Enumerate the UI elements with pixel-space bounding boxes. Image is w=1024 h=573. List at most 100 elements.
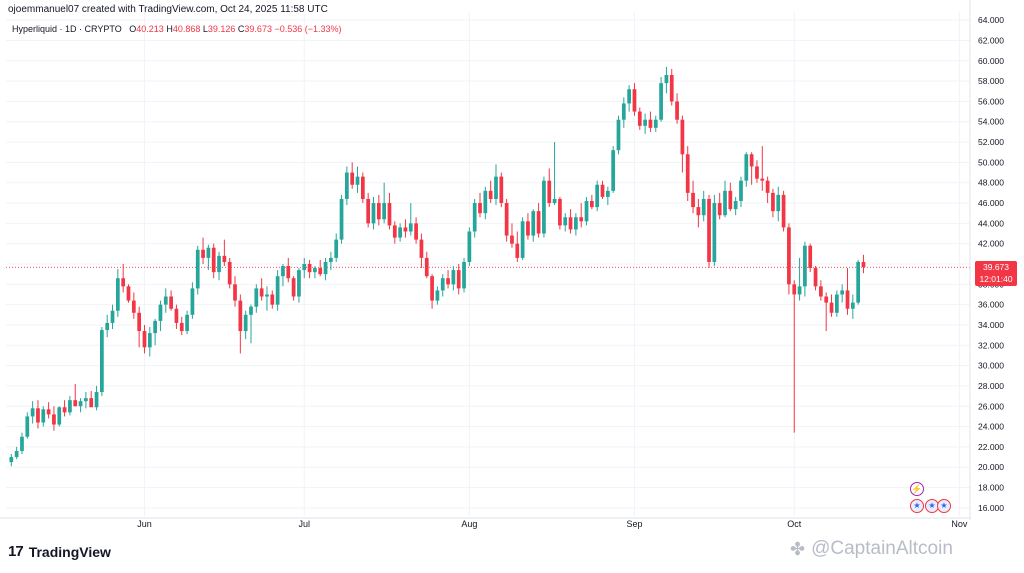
candle[interactable] — [105, 314, 110, 338]
candle[interactable] — [36, 400, 40, 429]
candle[interactable] — [797, 257, 802, 301]
candle[interactable] — [520, 217, 525, 260]
candle[interactable] — [680, 115, 685, 173]
candle[interactable] — [834, 290, 839, 317]
candle[interactable] — [73, 383, 78, 407]
candle[interactable] — [579, 203, 584, 228]
price-axis[interactable]: 16.000 18.000 20.000 22.000 24.000 26.000 28.0… — [969, 0, 1004, 520]
candle[interactable] — [217, 251, 221, 281]
candle[interactable] — [163, 288, 168, 313]
symbol-title[interactable]: Hyperliquid · 1D · CRYPTO — [12, 24, 122, 34]
candle[interactable] — [611, 146, 616, 193]
candle[interactable] — [281, 264, 285, 287]
candle[interactable] — [265, 286, 269, 311]
candle[interactable] — [685, 146, 690, 201]
candle[interactable] — [829, 294, 834, 317]
candle[interactable] — [233, 276, 237, 307]
candle[interactable] — [344, 166, 349, 206]
candle[interactable] — [147, 327, 152, 357]
candle[interactable] — [435, 286, 440, 305]
candle[interactable] — [174, 304, 179, 330]
candle[interactable] — [62, 400, 67, 417]
candle[interactable] — [499, 172, 504, 208]
candle[interactable] — [462, 257, 466, 293]
candles[interactable] — [9, 66, 866, 467]
candle[interactable] — [190, 282, 195, 319]
candle[interactable] — [803, 241, 807, 297]
candle[interactable] — [669, 68, 674, 106]
candle[interactable] — [334, 233, 339, 262]
candle[interactable] — [749, 152, 754, 185]
candle[interactable] — [25, 412, 30, 439]
candle[interactable] — [387, 192, 392, 230]
candle[interactable] — [691, 180, 695, 214]
candle[interactable] — [313, 266, 317, 279]
candle[interactable] — [717, 192, 722, 220]
candle[interactable] — [100, 327, 104, 397]
candle[interactable] — [9, 454, 14, 467]
candle[interactable] — [46, 402, 51, 419]
candle[interactable] — [185, 310, 189, 335]
candle[interactable] — [201, 237, 205, 264]
candle[interactable] — [771, 188, 775, 218]
candle[interactable] — [861, 254, 866, 274]
candle[interactable] — [360, 172, 365, 204]
candle[interactable] — [547, 168, 552, 208]
time-axis[interactable]: Jun Jul Aug Sep Oct Nov — [0, 517, 970, 529]
candle[interactable] — [254, 284, 259, 313]
candle[interactable] — [297, 268, 301, 303]
candle[interactable] — [760, 146, 765, 191]
candle[interactable] — [558, 196, 562, 230]
candle[interactable] — [808, 243, 813, 273]
us-flag-icon[interactable]: ★ — [937, 499, 951, 513]
candle[interactable] — [728, 182, 733, 212]
candle[interactable] — [792, 280, 797, 433]
candle[interactable] — [696, 198, 701, 228]
candle[interactable] — [845, 268, 850, 315]
candle[interactable] — [270, 290, 275, 309]
candle[interactable] — [115, 269, 120, 317]
candle[interactable] — [552, 142, 557, 206]
candle[interactable] — [856, 259, 861, 305]
candle[interactable] — [259, 278, 264, 301]
candle[interactable] — [819, 280, 823, 301]
candle[interactable] — [653, 115, 658, 132]
candle[interactable] — [419, 233, 424, 269]
candle[interactable] — [78, 398, 83, 413]
tradingview-brand[interactable]: 17 TradingView — [8, 543, 111, 560]
candle[interactable] — [68, 396, 72, 416]
candle[interactable] — [440, 274, 445, 297]
candle[interactable] — [504, 198, 509, 242]
candle[interactable] — [659, 77, 663, 122]
candle[interactable] — [392, 221, 397, 244]
candle[interactable] — [227, 257, 232, 289]
candle[interactable] — [621, 97, 626, 128]
candle[interactable] — [664, 66, 669, 94]
candle[interactable] — [776, 186, 781, 222]
candle[interactable] — [765, 176, 770, 204]
candle[interactable] — [376, 194, 381, 226]
candle[interactable] — [414, 217, 418, 244]
candle[interactable] — [744, 152, 749, 187]
candle[interactable] — [307, 259, 312, 279]
candle[interactable] — [382, 182, 387, 224]
candle[interactable] — [14, 446, 19, 460]
candle[interactable] — [467, 227, 472, 267]
candle[interactable] — [813, 266, 818, 291]
candle[interactable] — [323, 257, 328, 281]
candle[interactable] — [701, 190, 706, 222]
candle[interactable] — [787, 223, 791, 295]
candle[interactable] — [637, 107, 642, 130]
candle[interactable] — [542, 176, 546, 238]
candle[interactable] — [600, 180, 605, 199]
candle[interactable] — [41, 406, 46, 427]
us-flag-icon[interactable]: ★ — [910, 499, 924, 513]
candle[interactable] — [329, 251, 333, 271]
candle[interactable] — [510, 223, 514, 248]
candle[interactable] — [494, 164, 498, 206]
candle[interactable] — [723, 180, 727, 218]
candle[interactable] — [632, 83, 637, 116]
candle[interactable] — [179, 316, 184, 336]
candle[interactable] — [52, 406, 56, 431]
